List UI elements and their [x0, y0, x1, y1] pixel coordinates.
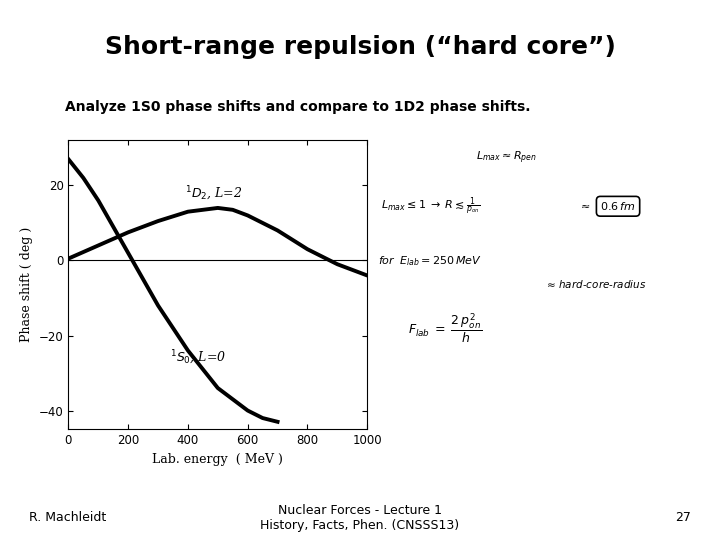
X-axis label: Lab. energy  ( MeV ): Lab. energy ( MeV )	[153, 453, 283, 465]
Text: $L_{max} \approx R_{pen}$: $L_{max} \approx R_{pen}$	[476, 150, 537, 166]
Y-axis label: Phase shift ( deg ): Phase shift ( deg )	[20, 227, 33, 342]
Text: $^1S_0$, L=0: $^1S_0$, L=0	[170, 349, 226, 367]
Text: Nuclear Forces - Lecture 1
History, Facts, Phen. (CNSSS13): Nuclear Forces - Lecture 1 History, Fact…	[261, 504, 459, 532]
Text: $for \;\; E_{lab} = 250\,MeV$: $for \;\; E_{lab} = 250\,MeV$	[378, 254, 482, 268]
Text: Analyze 1S0 phase shifts and compare to 1D2 phase shifts.: Analyze 1S0 phase shifts and compare to …	[65, 100, 531, 114]
Text: $F_{lab} \;=\; \dfrac{2\,p_{on}^2}{h}$: $F_{lab} \;=\; \dfrac{2\,p_{on}^2}{h}$	[408, 313, 482, 346]
Text: 27: 27	[675, 511, 691, 524]
Text: Short-range repulsion (“hard core”): Short-range repulsion (“hard core”)	[104, 35, 616, 59]
Text: $\approx$: $\approx$	[578, 201, 590, 211]
Text: $L_{max} \leq 1 \;\rightarrow\; R \lesssim \frac{1}{p_{on}}$: $L_{max} \leq 1 \;\rightarrow\; R \lesss…	[381, 195, 480, 218]
Text: $\approx\, hard\text{-}core\text{-}radius$: $\approx\, hard\text{-}core\text{-}radiu…	[544, 278, 646, 290]
Text: R. Machleidt: R. Machleidt	[29, 511, 106, 524]
Text: $0.6\,fm$: $0.6\,fm$	[600, 200, 636, 212]
Text: $^1D_2$, L=2: $^1D_2$, L=2	[185, 185, 243, 204]
